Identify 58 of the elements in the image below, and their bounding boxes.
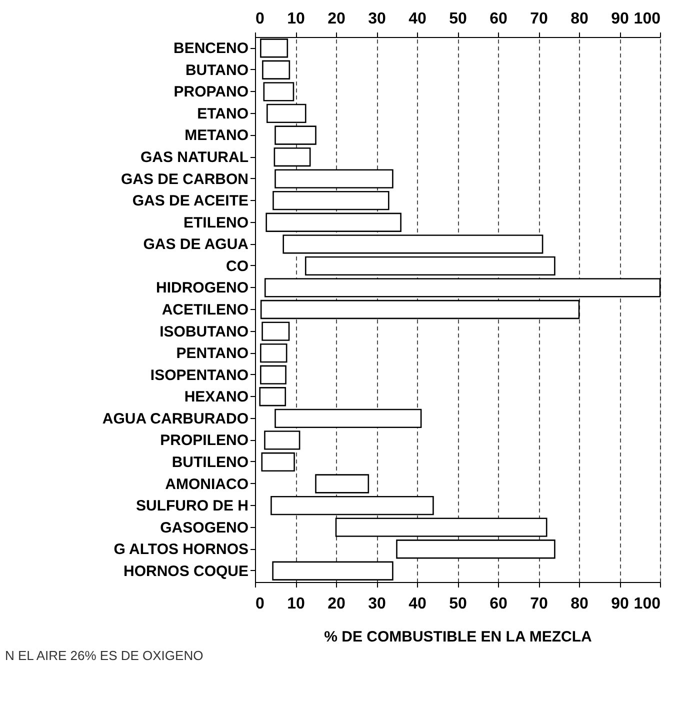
- y-tick-label: HORNOS COQUE: [123, 562, 248, 580]
- y-tick-label: BENCENO: [173, 40, 249, 58]
- y-tick-label: ACETILENO: [162, 302, 249, 318]
- x-tick-label: 40: [408, 10, 426, 28]
- bar: [304, 256, 556, 276]
- y-tick-label: GAS DE CARBON: [120, 170, 248, 188]
- x-axis-title: % DE COMBUSTIBLE EN LA MEZCLA: [324, 628, 592, 646]
- bar: [259, 387, 286, 406]
- y-tick-label: SULFURO DE H: [136, 498, 248, 515]
- bar: [260, 365, 286, 384]
- y-tick-label: PROPILENO: [160, 432, 249, 450]
- x-tick-label: 80: [570, 10, 588, 28]
- x-tick-label: 0: [256, 10, 264, 28]
- x2-tick-label: 100: [634, 596, 661, 612]
- x-tick-label: 90: [611, 10, 629, 28]
- y-tick-label: PROPANO: [174, 84, 249, 101]
- text: N EL AIRE 26% ES DE OXIGENO: [5, 648, 204, 663]
- y-tick-label: HIDROGENO: [156, 280, 249, 297]
- bar: [263, 82, 294, 102]
- x2-tick-label: 10: [287, 596, 305, 612]
- x2-tick-label: 30: [368, 596, 386, 612]
- y-tick-label: GAS DE AGUA: [143, 236, 249, 254]
- y-tick-label: ISOBUTANO: [160, 323, 249, 340]
- x2-tick-label: 0: [256, 596, 264, 612]
- y-tick-label: BUTANO: [185, 62, 249, 79]
- bar: [282, 234, 544, 254]
- bar: [264, 430, 300, 450]
- x-tick-label: 50: [449, 10, 467, 28]
- x-tick-label: 60: [490, 10, 508, 28]
- x2-tick-label: 20: [328, 596, 346, 612]
- y-tick-label: BUTILENO: [172, 454, 249, 471]
- x2-tick-label: 50: [449, 596, 467, 612]
- y-tick-label: GAS DE ACEITE: [132, 192, 248, 210]
- y-tick-label: GAS NATURAL: [140, 149, 248, 166]
- x-tick-label: 70: [530, 10, 548, 28]
- x2-tick-label: 60: [490, 596, 508, 612]
- y-tick-label: AMONIACO: [165, 476, 249, 493]
- x2-tick-label: 80: [570, 596, 588, 612]
- bar: [260, 343, 288, 363]
- y-tick-label: ETANO: [197, 105, 249, 122]
- x2-tick-label: 90: [611, 596, 629, 612]
- y-tick-label: METANO: [184, 127, 249, 144]
- y-tick-label: GASOGENO: [160, 519, 249, 536]
- x-tick-label: 100: [634, 10, 661, 28]
- y-tick-label: ETILENO: [183, 214, 249, 232]
- x2-tick-label: 70: [530, 596, 548, 612]
- x2-tick-label: 40: [408, 596, 426, 612]
- y-tick-label: ISOPENTANO: [150, 366, 249, 384]
- y-tick-label: CO: [226, 258, 249, 275]
- bar: [262, 322, 290, 341]
- x-tick-label: 30: [368, 10, 386, 28]
- y-tick-label: AGUA CARBURADO: [102, 410, 249, 428]
- y-tick-label: G ALTOS HORNOS: [114, 541, 248, 558]
- x-tick-label: 20: [328, 10, 346, 28]
- x-tick-label: 10: [287, 10, 305, 28]
- y-tick-label: HEXANO: [184, 388, 249, 406]
- y-tick-label: PENTANO: [176, 345, 249, 362]
- bar: [262, 60, 290, 80]
